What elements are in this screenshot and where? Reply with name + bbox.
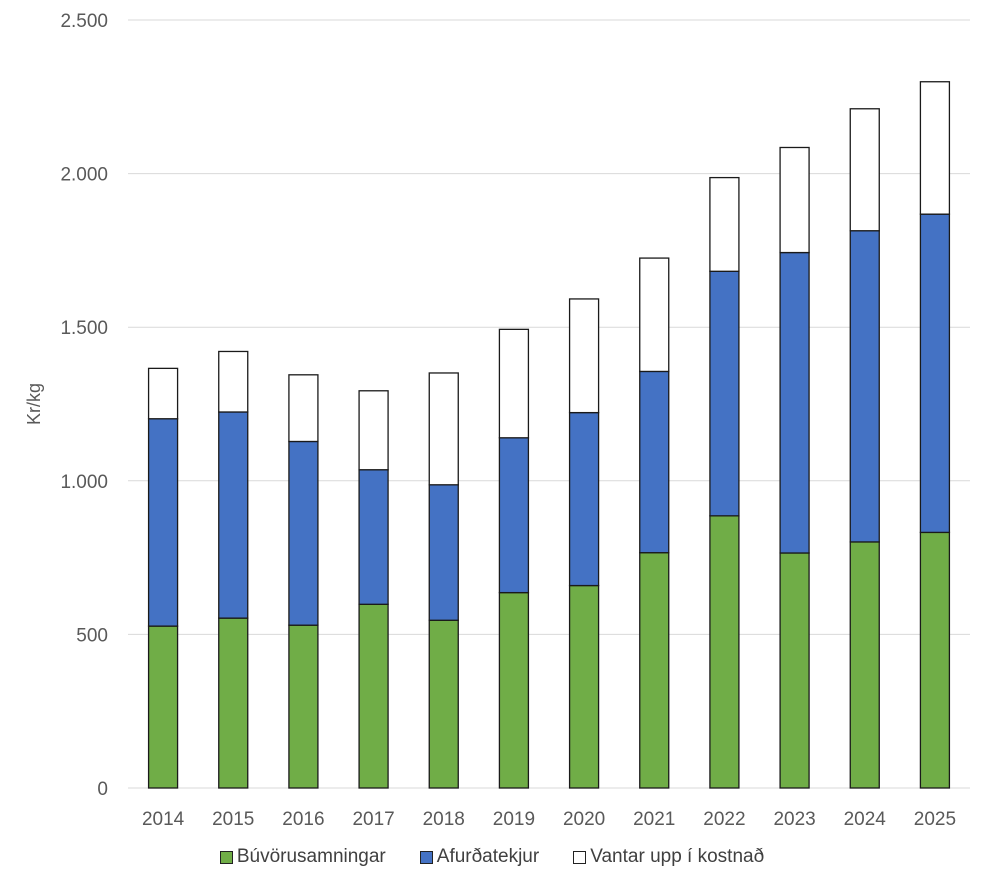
bar-2014-series-0 [147,625,179,789]
bar-2022-series-2 [709,176,740,272]
bar-2015-series-0 [218,617,249,789]
bar-2019-series-2 [498,328,530,439]
bar-2021-series-0 [639,552,670,789]
y-tick-label: 0 [97,779,108,800]
bar-2015-series-1 [218,411,249,619]
bar-2023-series-2 [779,146,810,254]
x-tick-label: 2016 [282,809,324,830]
bar-2025-series-0 [919,531,951,789]
x-tick-label: 2024 [844,809,887,830]
bar-2018-series-2 [428,372,459,486]
bar-2018-series-1 [428,484,459,621]
bar-2019-series-1 [498,437,530,594]
bar-2021-series-2 [639,257,670,373]
x-tick-label: 2018 [423,809,465,830]
legend: Búvörusamningar Afurðatekjur Vantar upp … [0,846,984,868]
x-tick-label: 2021 [633,809,675,830]
bar-2022-series-0 [709,515,740,789]
bar-2021-series-1 [639,370,670,554]
bar-2014-series-1 [147,418,179,627]
x-tick-label: 2023 [773,809,815,830]
x-tick-label: 2017 [352,809,394,830]
y-axis-ticks: 0 500 1.000 1.500 2.000 2.500 [60,11,108,800]
bar-2016-series-1 [288,440,319,626]
x-axis-ticks: 2014 2015 2016 2017 2018 2019 2020 2021 2022 2023… [142,809,956,830]
x-tick-label: 2020 [563,809,605,830]
legend-item-afurdatekjur: Afurðatekjur [419,846,540,868]
bar-2016-series-0 [288,624,319,789]
bar-2014-series-2 [147,367,179,420]
bar-2025-series-2 [919,81,951,215]
x-tick-label: 2025 [914,809,956,830]
bar-2018-series-0 [428,619,459,789]
legend-item-vantar: Vantar upp í kostnað [573,846,764,868]
legend-swatch-blue [419,850,433,864]
bar-2020-series-2 [568,298,600,414]
legend-swatch-white [573,850,587,864]
y-tick-label: 1.500 [60,318,108,339]
bar-2024-series-0 [849,541,880,789]
x-tick-label: 2022 [703,809,745,830]
bar-2022-series-1 [709,270,740,517]
bar-2015-series-2 [218,350,249,413]
legend-swatch-green [219,850,233,864]
gridlines [128,19,970,789]
y-tick-label: 2.000 [60,165,108,186]
bar-2016-series-2 [288,374,319,443]
bar-2020-series-0 [568,584,600,789]
x-tick-label: 2019 [493,809,535,830]
bar-2019-series-0 [498,591,530,789]
bar-2023-series-0 [779,552,810,789]
legend-label: Vantar upp í kostnað [590,846,765,867]
bar-2017-series-1 [358,469,389,605]
bar-2020-series-1 [568,411,600,587]
y-tick-label: 500 [76,625,108,646]
bars [147,81,951,789]
bar-2024-series-2 [849,108,880,232]
y-tick-label: 1.000 [60,472,108,493]
y-tick-label: 2.500 [60,11,108,32]
bar-2025-series-1 [919,213,951,534]
legend-label: Afurðatekjur [436,846,540,867]
legend-item-buvorusamningar: Búvörusamningar [219,846,386,868]
bar-2017-series-2 [358,390,389,471]
x-tick-label: 2015 [212,809,254,830]
legend-label: Búvörusamningar [236,846,386,867]
x-tick-label: 2014 [142,809,185,830]
y-axis-title: Kr/kg [24,383,44,425]
bar-2023-series-1 [779,251,810,554]
bar-2017-series-0 [358,603,389,789]
bar-2024-series-1 [849,230,880,543]
